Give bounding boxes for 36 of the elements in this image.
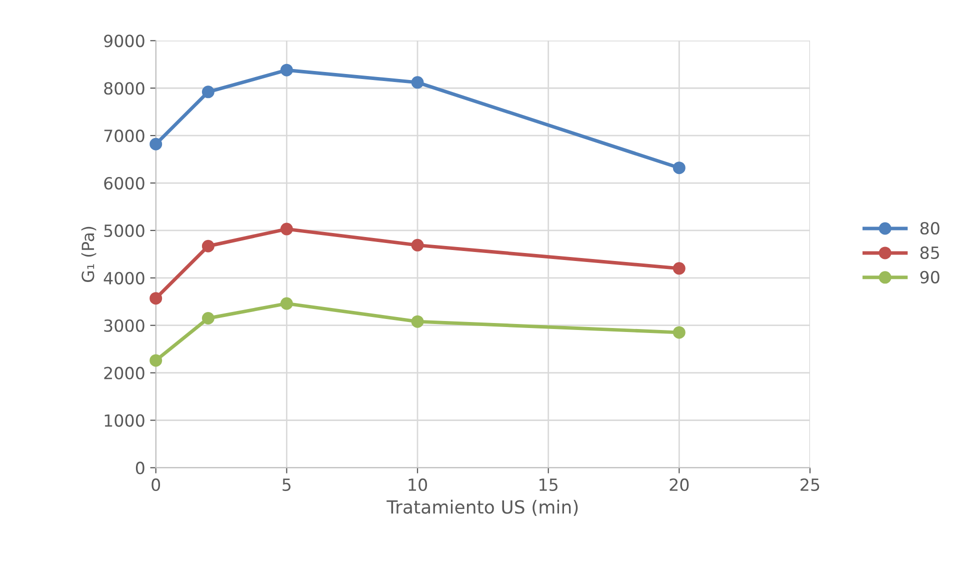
point xyxy=(150,292,162,305)
y-tick-label: 0 xyxy=(136,462,144,474)
point xyxy=(150,354,162,367)
x-tick-label: 25 xyxy=(800,478,820,492)
point xyxy=(280,297,293,310)
y-tick-label: 6000 xyxy=(104,176,144,190)
y-tick-label: 1000 xyxy=(104,414,144,427)
y-tick-label: 3000 xyxy=(104,319,144,332)
point xyxy=(411,315,424,328)
y-tick-label: 7000 xyxy=(104,130,144,142)
legend-label: 85 xyxy=(920,246,940,260)
point xyxy=(411,76,424,89)
point xyxy=(202,86,214,98)
x-tick-label: 20 xyxy=(670,478,689,492)
x-tick-label: 15 xyxy=(540,478,558,492)
x-tick-label: 0 xyxy=(152,478,160,492)
x-tick-label: 10 xyxy=(408,478,428,492)
point xyxy=(202,240,214,252)
point xyxy=(411,238,424,252)
y-tick-label: 2000 xyxy=(104,366,144,380)
point xyxy=(202,312,214,324)
x-tick-label: 5 xyxy=(282,478,291,492)
point xyxy=(280,222,293,236)
point xyxy=(280,64,293,76)
y-axis-title: G₁ (Pa) xyxy=(81,226,96,282)
point xyxy=(672,262,686,275)
y-tick-label: 8000 xyxy=(104,82,144,95)
y-tick-label: 5000 xyxy=(104,224,144,238)
point xyxy=(672,162,686,174)
legend-label: 80 xyxy=(920,222,940,235)
point xyxy=(672,326,686,339)
y-tick-label: 4000 xyxy=(104,272,144,284)
point xyxy=(150,138,162,150)
legend-label: 90 xyxy=(920,270,940,284)
x-axis-title: Tratamiento US (min) xyxy=(386,500,578,516)
y-tick-label: 9000 xyxy=(104,34,144,48)
